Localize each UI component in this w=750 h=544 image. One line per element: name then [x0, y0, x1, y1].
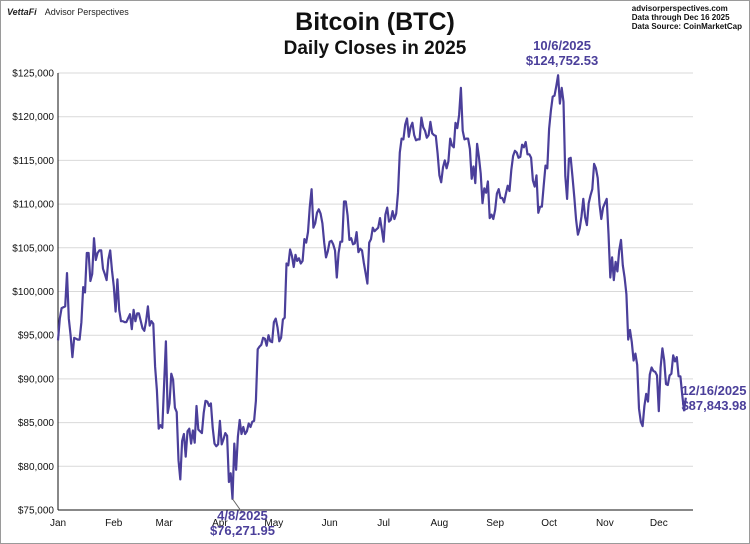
low-date-label: 4/8/2025: [217, 508, 268, 523]
low-value-label: $76,271.95: [210, 523, 275, 538]
y-tick-label: $115,000: [13, 156, 54, 167]
last-date-label: 12/16/2025: [681, 383, 746, 398]
x-tick-label: Nov: [596, 518, 614, 529]
chart-meta: advisorperspectives.com Data through Dec…: [632, 4, 742, 31]
y-tick-label: $90,000: [18, 374, 55, 385]
x-tick-label: Sep: [486, 518, 504, 529]
y-tick-label: $120,000: [12, 112, 54, 123]
chart-title: Bitcoin (BTC): [295, 8, 455, 36]
y-tick-label: $85,000: [18, 418, 55, 429]
y-tick-label: $95,000: [18, 331, 55, 342]
y-tick-label: $105,000: [12, 243, 54, 254]
site-url: advisorperspectives.com: [631, 4, 728, 13]
x-tick-label: May: [264, 518, 283, 529]
peak-date-label: 10/6/2025: [533, 38, 591, 53]
chart-subtitle: Daily Closes in 2025: [283, 38, 467, 59]
x-tick-label: Oct: [541, 518, 557, 529]
last-value-label: $87,843.98: [681, 398, 746, 413]
data-through: Data through Dec 16 2025: [631, 13, 730, 22]
brand: VettaFi Advisor Perspectives: [7, 7, 129, 17]
y-tick-label: $75,000: [18, 506, 55, 517]
x-tick-label: Jun: [322, 518, 338, 529]
data-source: Data Source: CoinMarketCap: [631, 22, 742, 31]
x-tick-label: Dec: [650, 518, 668, 529]
x-tick-label: Jan: [50, 518, 66, 529]
y-tick-label: $80,000: [18, 462, 55, 473]
vettafi-logo: VettaFi: [7, 7, 37, 17]
y-tick-label: $125,000: [12, 69, 54, 80]
x-tick-label: Apr: [212, 518, 228, 529]
btc-price-line: [56, 74, 687, 500]
peak-value-label: $124,752.53: [526, 53, 598, 68]
x-tick-label: Aug: [430, 518, 448, 529]
x-tick-label: Jul: [377, 518, 390, 529]
y-tick-label: $110,000: [13, 200, 54, 211]
x-tick-label: Feb: [105, 518, 123, 529]
x-tick-label: Mar: [156, 518, 174, 529]
low-leader-line: [232, 498, 243, 514]
y-tick-label: $100,000: [12, 287, 54, 298]
brand-name: Advisor Perspectives: [44, 7, 129, 17]
